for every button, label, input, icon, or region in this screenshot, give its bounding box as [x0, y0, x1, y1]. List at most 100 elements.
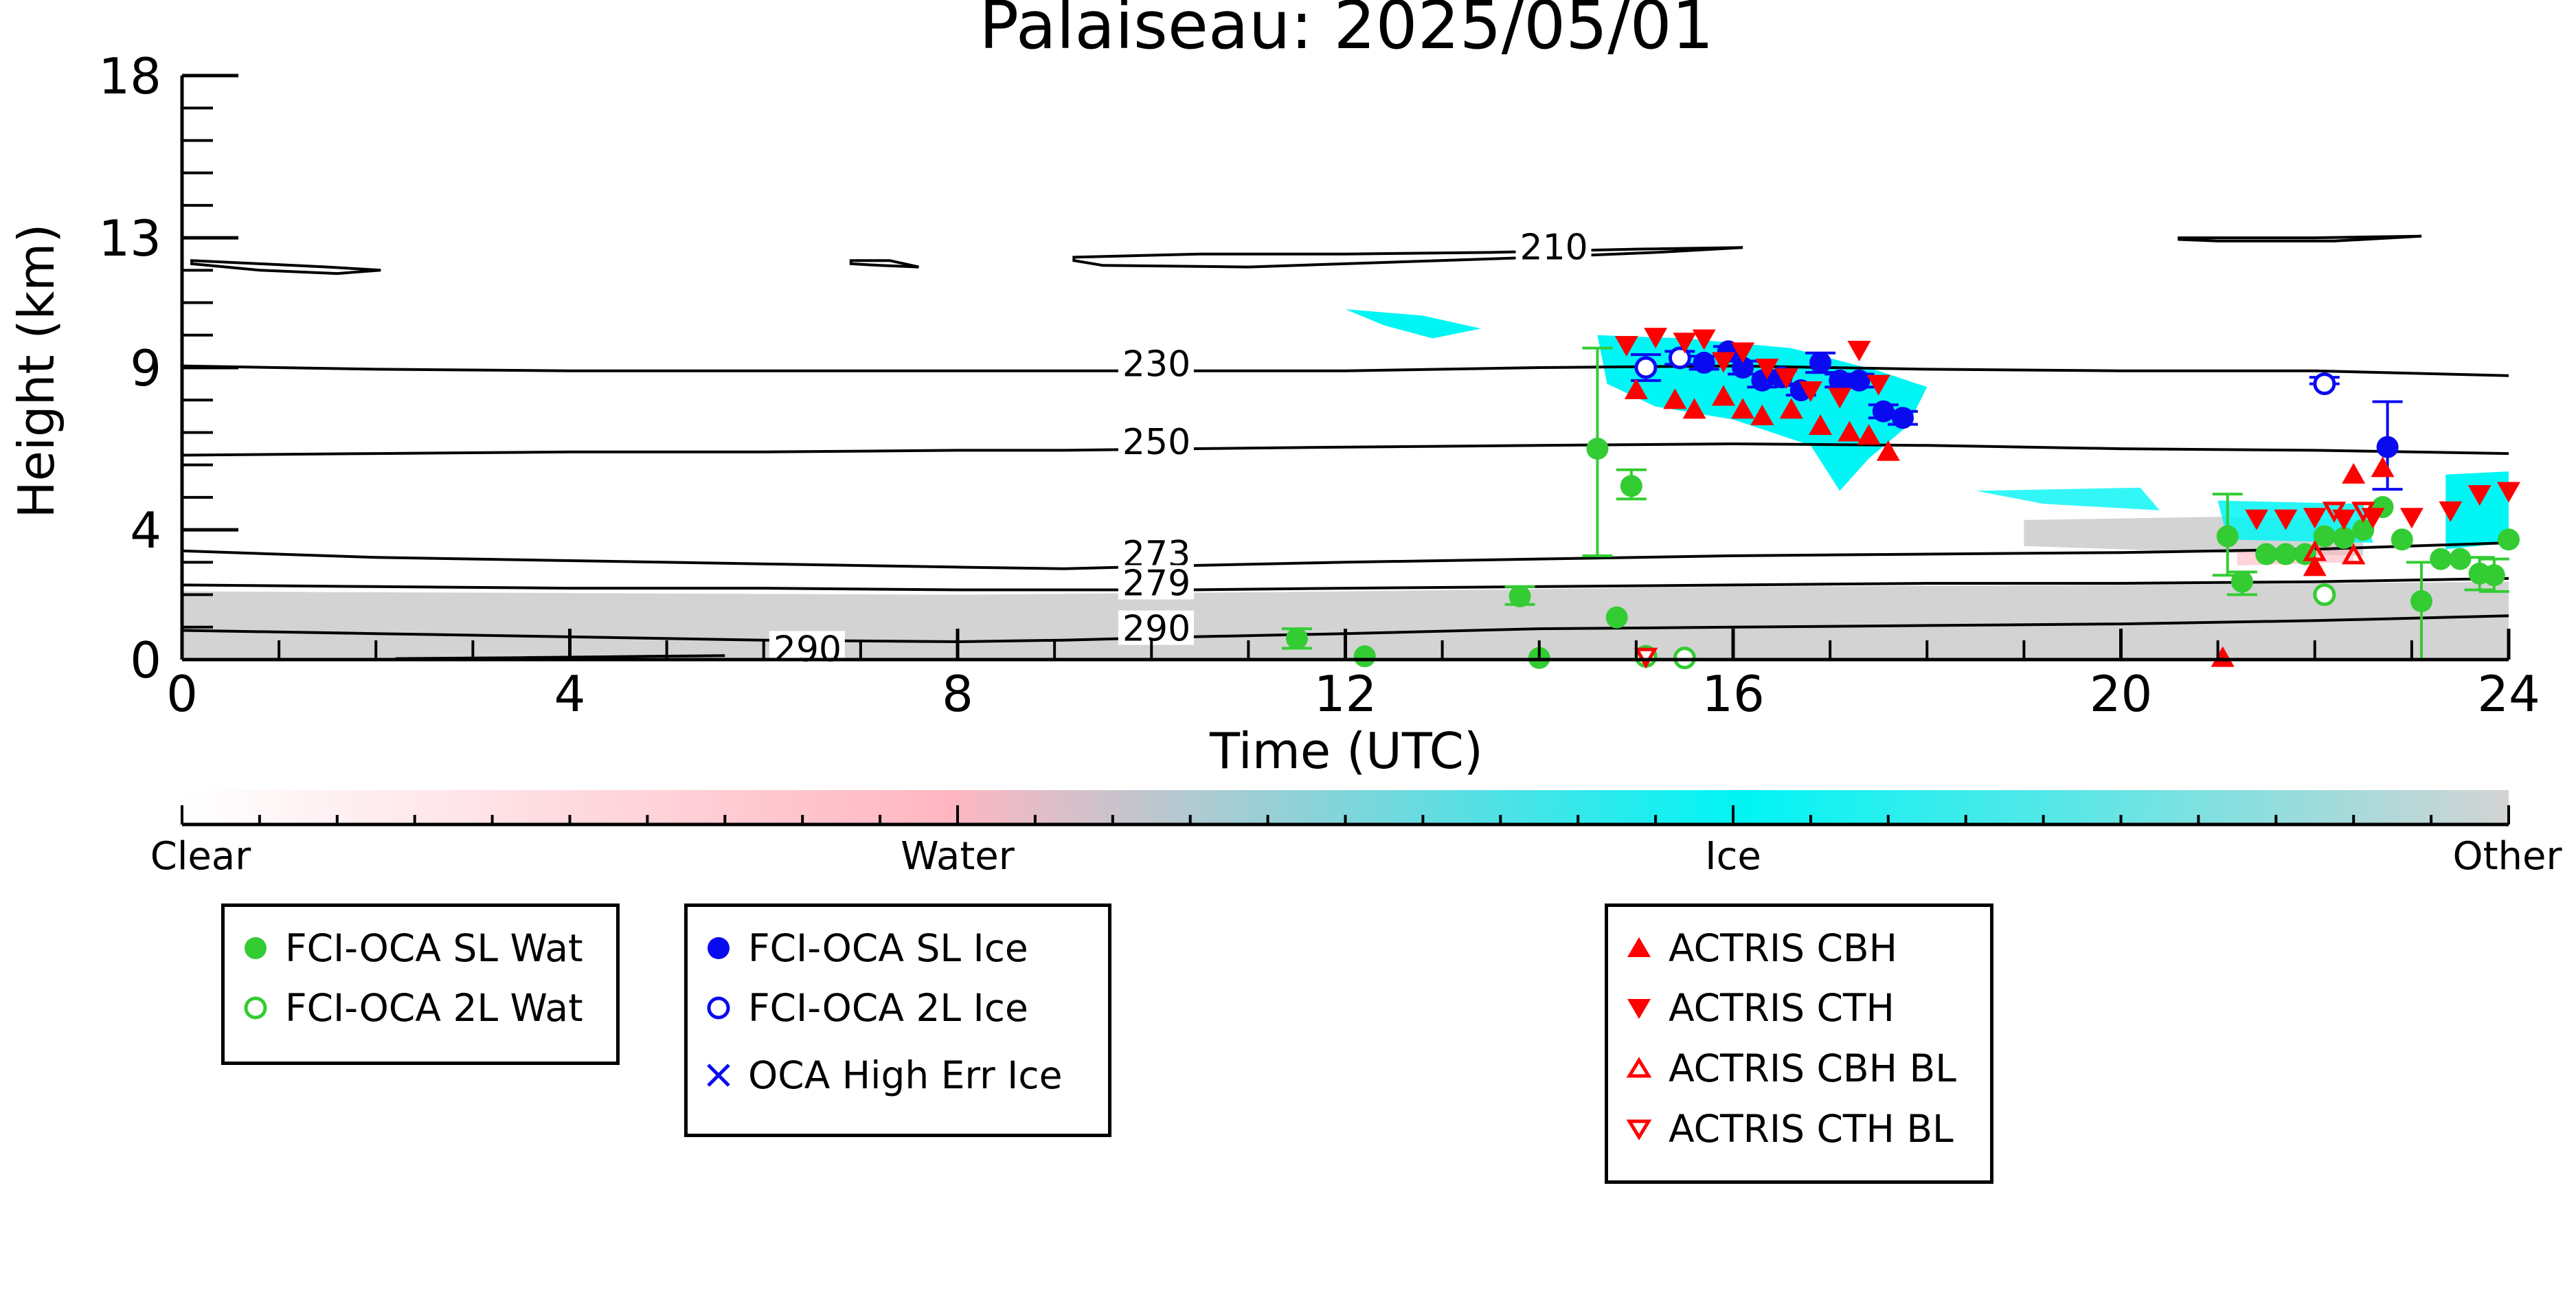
- data-point: [1285, 627, 1308, 650]
- data-point: [1857, 424, 1881, 445]
- data-point: [1614, 335, 1638, 357]
- series-fci-oca-2l-ice: [1630, 346, 2340, 396]
- legend-marker-triangle-down-filled: [1627, 999, 1651, 1019]
- data-point: [2351, 502, 2375, 523]
- contour-line: [190, 259, 381, 276]
- x-tick-label: 24: [2477, 665, 2540, 723]
- contour-line: [181, 442, 2509, 457]
- data-point: [2352, 519, 2375, 541]
- legend-label: FCI-OCA SL Wat: [285, 926, 583, 970]
- data-point: [1605, 606, 1628, 629]
- data-point: [1673, 333, 1697, 354]
- data-point: [2255, 543, 2278, 565]
- data-point: [1866, 374, 1890, 396]
- legend-item: ACTRIS CBH BL: [1622, 1044, 1956, 1092]
- data-point: [2313, 372, 2336, 396]
- colorbar-label: Other: [2452, 834, 2562, 879]
- legend-marker-filled-circle: [708, 937, 730, 959]
- data-point: [2313, 583, 2336, 607]
- data-point: [1809, 414, 1833, 435]
- legend-item: FCI-OCA 2L Ice: [701, 984, 1028, 1032]
- x-tick-label: 8: [942, 665, 973, 723]
- legend-label: ACTRIS CTH: [1669, 986, 1895, 1030]
- legend-label: FCI-OCA SL Ice: [748, 926, 1028, 970]
- cloud-mask-ice-patch: [2445, 471, 2509, 550]
- legend-marker-x: [707, 1064, 730, 1087]
- contour-line: [181, 576, 2509, 592]
- contour-line: [181, 541, 2509, 570]
- legend-label: ACTRIS CBH BL: [1669, 1046, 1956, 1090]
- legend-ice: FCI-OCA SL Ice FCI-OCA 2L Ice OCA High E…: [684, 903, 1111, 1137]
- data-point: [1731, 398, 1755, 419]
- data-point: [1663, 388, 1687, 409]
- legend-marker-filled-circle: [245, 937, 267, 959]
- data-point: [1828, 388, 1852, 409]
- data-point: [1644, 328, 1668, 349]
- x-tick-label: 12: [1314, 665, 1377, 723]
- data-point: [1848, 369, 1871, 392]
- legend-marker-open-circle: [707, 996, 730, 1020]
- legend-water: FCI-OCA SL Wat FCI-OCA 2L Wat: [221, 903, 620, 1065]
- data-point: [2303, 540, 2327, 561]
- data-point: [2211, 646, 2235, 667]
- data-point: [1809, 351, 1832, 374]
- data-point: [1750, 404, 1774, 425]
- contour-label: 210: [1520, 227, 1588, 269]
- x-tick-label: 20: [2090, 665, 2153, 723]
- axes: 0 4 9 13 18 0 4 8 12 16 20 24: [98, 47, 2540, 723]
- legend-label: FCI-OCA 2L Ice: [748, 986, 1028, 1030]
- data-point: [1624, 379, 1648, 400]
- data-point: [1509, 585, 1531, 607]
- data-point: [1731, 342, 1755, 363]
- data-point: [2497, 482, 2520, 503]
- contour-label-bg: [1118, 565, 1194, 600]
- x-tick-label: 0: [166, 665, 198, 723]
- contour-label-bg: [1515, 229, 1592, 264]
- legend-marker-triangle-up-open: [1626, 1057, 1652, 1078]
- legend-actris: ACTRIS CBH ACTRIS CTH ACTRIS CBH BL ACTR…: [1605, 903, 1993, 1184]
- data-point: [2230, 570, 2253, 593]
- legend-item: ACTRIS CBH: [1622, 924, 1897, 972]
- data-point: [1876, 440, 1900, 461]
- y-tick-label: 9: [130, 339, 161, 397]
- data-point: [2410, 590, 2432, 612]
- colorbar-label: Ice: [1705, 834, 1761, 879]
- y-tick-label: 18: [98, 47, 161, 105]
- colorbar-label: Clear: [150, 834, 251, 879]
- legend-item: OCA High Err Ice: [701, 1051, 1062, 1099]
- x-axis-label: Time (UTC): [1209, 722, 1483, 780]
- data-point: [2274, 543, 2297, 565]
- data-point: [2467, 485, 2492, 506]
- data-point: [1692, 329, 1716, 350]
- contour-line: [181, 364, 2509, 377]
- contour-label: 230: [1122, 344, 1190, 385]
- data-point: [2391, 528, 2413, 551]
- colorbar: Clear Water Ice Other: [150, 790, 2562, 879]
- data-point: [2430, 548, 2452, 570]
- colorbar-label: Water: [901, 834, 1015, 879]
- data-point: [2303, 555, 2327, 576]
- data-point: [2399, 508, 2424, 529]
- data-point: [2341, 543, 2366, 565]
- data-point: [1711, 352, 1735, 373]
- legend-item: FCI-OCA SL Wat: [238, 924, 583, 972]
- contour-label-bg: [1118, 535, 1194, 570]
- legend-label: ACTRIS CTH BL: [1669, 1107, 1954, 1151]
- contour-line: [181, 614, 2509, 644]
- data-point: [2216, 525, 2239, 548]
- legend-label: OCA High Err Ice: [748, 1053, 1063, 1097]
- y-axis-label: Height (km): [8, 224, 65, 519]
- data-point: [1711, 385, 1735, 406]
- data-point: [1586, 438, 1609, 460]
- data-point: [1838, 420, 1862, 442]
- y-tick-label: 4: [130, 502, 161, 559]
- data-point: [1755, 359, 1779, 379]
- data-point: [1847, 341, 1871, 362]
- data-point: [2303, 508, 2327, 529]
- data-point: [2322, 502, 2347, 523]
- data-point: [2449, 548, 2472, 570]
- data-point: [1668, 346, 1691, 370]
- legend-item: ACTRIS CTH BL: [1622, 1105, 1954, 1153]
- series-actris-cth-bl: [1634, 502, 2375, 669]
